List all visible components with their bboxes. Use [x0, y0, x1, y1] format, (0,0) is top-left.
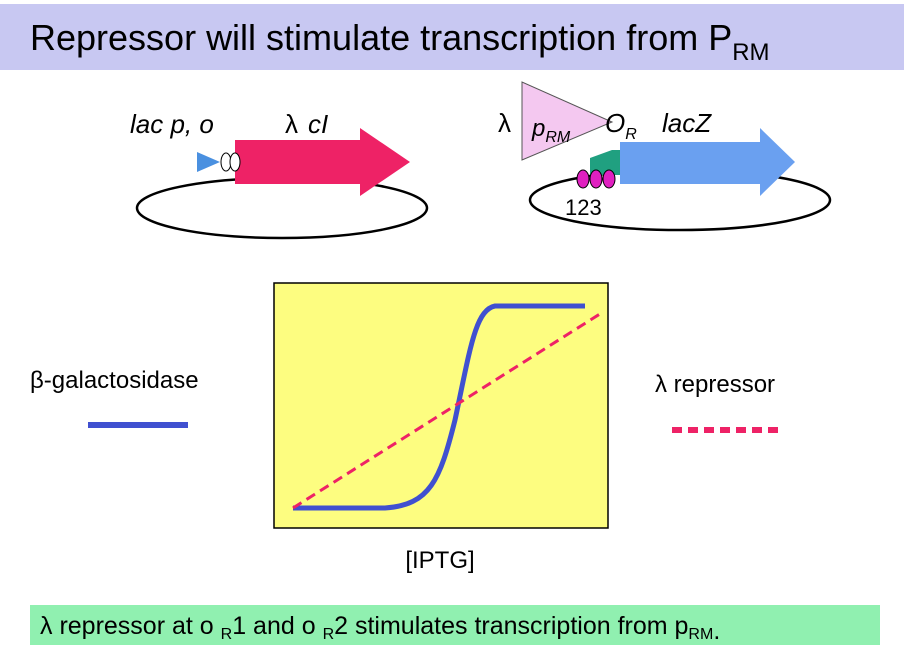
caption-sub: RM [688, 626, 713, 643]
title-text: Repressor will stimulate transcription f… [30, 17, 732, 58]
caption-sub: R [221, 626, 233, 643]
or-site [590, 170, 602, 188]
x-label: [IPTG] [405, 547, 474, 574]
lambda: λ [285, 109, 298, 139]
operator-site [230, 153, 240, 171]
lac-label: lac p, o [130, 109, 214, 139]
sites-label: 123 [565, 195, 602, 220]
or-sub: R [625, 126, 637, 143]
or-site [603, 170, 615, 188]
lacz-label: lacZ [662, 108, 712, 138]
or-site [577, 170, 589, 188]
legend-label: β-galactosidase [30, 367, 199, 394]
or-o: O [605, 108, 625, 138]
legend-label: λ repressor [655, 371, 775, 398]
caption-text: 2 stimulates transcription from p [334, 612, 688, 640]
caption-sub: R [323, 626, 335, 643]
title-subscript: RM [732, 39, 769, 66]
prm-sub: RM [545, 129, 571, 146]
graph-box [274, 283, 608, 528]
prm-p: p [531, 115, 545, 142]
caption-text: . [713, 617, 720, 645]
lambda: λ [498, 108, 511, 138]
slide: Repressor will stimulate transcription f… [0, 0, 904, 647]
caption-text: 1 and o [232, 612, 322, 640]
caption-text: λ repressor at o [40, 612, 221, 640]
ci-gene: cI [308, 109, 328, 139]
